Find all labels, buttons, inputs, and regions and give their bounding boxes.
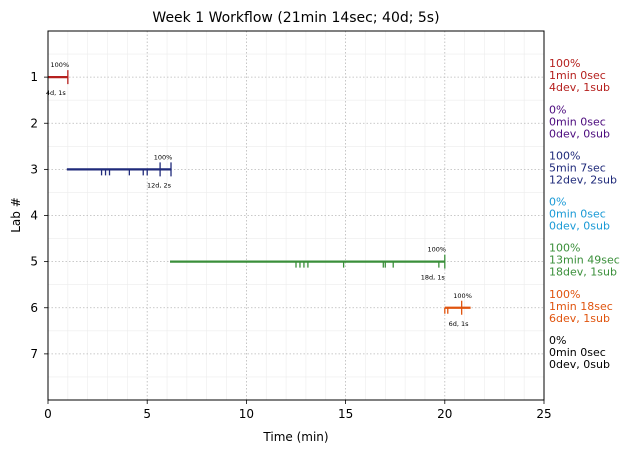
lab-3-summary-line: 5min 7sec [549, 161, 606, 174]
axis-ticks: 0 5 10 15 20 25 1 2 3 4 5 6 7 [30, 70, 551, 421]
y-tick-label: 1 [30, 70, 38, 84]
lab-4-summary-line: 0% [549, 196, 566, 209]
lab-6-summary-line: 1min 18sec [549, 300, 613, 313]
lab-6-summary-line: 6dev, 1sub [549, 312, 610, 325]
lab-6-counts-label: 6d, 1s [449, 320, 470, 328]
lab-3-completion-label: 100% [154, 153, 173, 161]
lab-2-summary-line: 0dev, 0sub [549, 127, 610, 140]
lab-4-summary-line: 0min 0sec [549, 208, 606, 221]
chart-title: Week 1 Workflow (21min 14sec; 40d; 5s) [152, 10, 439, 26]
lab-3-summary-line: 12dev, 2sub [549, 173, 617, 186]
y-axis-label: Lab # [9, 197, 23, 233]
lab-7-summary-line: 0% [549, 334, 566, 347]
lab-6-summary-line: 100% [549, 288, 580, 301]
lab-5-summary-line: 18dev, 1sub [549, 266, 617, 279]
lab-1-summary-line: 4dev, 1sub [549, 81, 610, 94]
lab-3-summary-line: 100% [549, 149, 580, 162]
lab-5-counts-label: 18d, 1s [421, 274, 446, 282]
y-tick-label: 3 [30, 162, 38, 176]
x-tick-label: 25 [536, 407, 551, 421]
x-tick-label: 0 [44, 407, 52, 421]
lab-1-summary-line: 1min 0sec [549, 69, 606, 82]
lab-7-summary-line: 0dev, 0sub [549, 358, 610, 371]
lab-2-summary-line: 0min 0sec [549, 115, 606, 128]
lab-3-counts-label: 12d, 2s [147, 181, 172, 189]
lab-2-summary-line: 0% [549, 103, 566, 116]
x-axis-label: Time (min) [262, 430, 328, 444]
x-tick-label: 15 [338, 407, 353, 421]
lab-1-summary-line: 100% [549, 57, 580, 70]
lab-7-summary-line: 0min 0sec [549, 346, 606, 359]
lab-1-counts-label: 4d, 1s [46, 89, 67, 97]
y-tick-label: 6 [30, 301, 38, 315]
y-tick-label: 5 [30, 255, 38, 269]
plot-marks: 100% 4d, 1s 100% 12d, 2s 100% 18d, 1s 100% 6d, … [46, 61, 472, 328]
x-tick-label: 20 [437, 407, 452, 421]
lab-5-completion-label: 100% [428, 246, 447, 254]
x-tick-label: 10 [239, 407, 254, 421]
lab-6-completion-label: 100% [453, 292, 472, 300]
grid [48, 31, 544, 400]
lab-5-summary-line: 100% [549, 242, 580, 255]
lab-1-completion-label: 100% [51, 61, 70, 69]
lab-4-summary-line: 0dev, 0sub [549, 220, 610, 233]
y-tick-label: 4 [30, 209, 38, 223]
y-tick-label: 2 [30, 116, 38, 130]
lab-5-summary-line: 13min 49sec [549, 254, 620, 267]
y-tick-label: 7 [30, 347, 38, 361]
x-tick-label: 5 [143, 407, 151, 421]
